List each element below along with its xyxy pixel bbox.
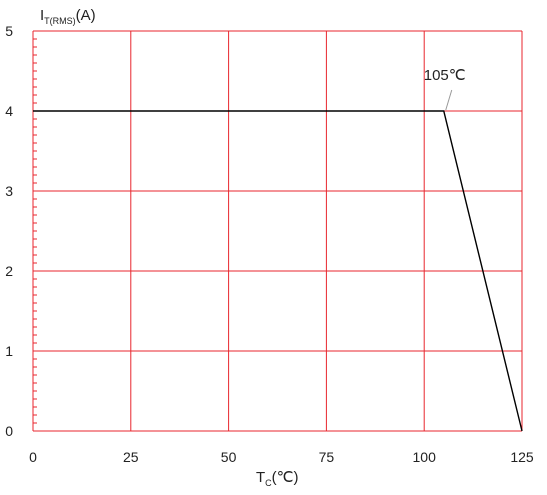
x-tick-label: 125 (510, 449, 534, 465)
derating-curve (33, 110, 523, 432)
series-layer (33, 110, 523, 432)
x-tick-label: 75 (319, 449, 335, 465)
y-tick-label: 5 (5, 23, 13, 39)
x-tick-label: 25 (123, 449, 139, 465)
x-tick-label: 100 (413, 449, 437, 465)
annotation-leader (445, 89, 453, 111)
grid (32, 30, 523, 432)
x-tick-label: 0 (29, 449, 37, 465)
tick-labels: 0 25 50 75 100 125 0 1 2 3 4 5 (5, 23, 534, 465)
x-axis-title: TC(℃) (256, 469, 299, 488)
y-tick-label: 2 (5, 263, 13, 279)
y-axis-title: IT(RMS)(A) (40, 7, 96, 26)
annotations: 105℃ (424, 67, 466, 111)
annotation-label: 105℃ (424, 67, 466, 84)
y-tick-label: 3 (5, 183, 13, 199)
y-tick-label: 1 (5, 343, 13, 359)
x-tick-label: 50 (221, 449, 237, 465)
y-minor-ticks (33, 38, 37, 424)
y-tick-label: 4 (5, 103, 13, 119)
y-tick-label: 0 (5, 423, 13, 439)
